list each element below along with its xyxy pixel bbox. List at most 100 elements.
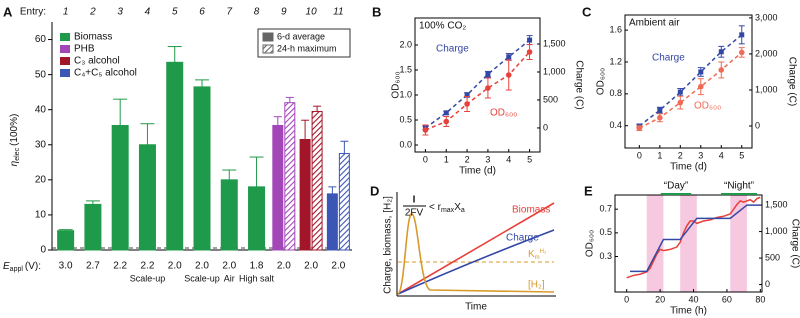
marker: [677, 89, 683, 95]
formula-relation: < rmaxXa: [429, 202, 465, 215]
y-tick-label: 0.5: [599, 227, 612, 237]
curve-label: Biomass: [512, 205, 550, 216]
y2-tick-label: 1,000: [755, 84, 778, 94]
y2-tick-label: 1,500: [765, 199, 788, 209]
entry-number: 5: [172, 7, 178, 18]
bar: [299, 139, 311, 251]
entry-number: 4: [145, 7, 151, 18]
voltage-label: 2.0: [277, 261, 291, 272]
shaded-range: [730, 195, 747, 292]
bar: [326, 193, 338, 251]
y-tick-label: 1.5: [399, 64, 412, 74]
x-axis-label: Eappl (V):: [3, 261, 41, 274]
x-tick-label: 40: [689, 294, 699, 304]
voltage-label: 3.0: [59, 261, 73, 272]
schematic: D Charge, biomass, [H₂] Time I 2FV < rma…: [370, 183, 556, 313]
marker: [718, 49, 724, 55]
marker: [657, 114, 663, 121]
y-tick-label: 0.5: [399, 114, 412, 124]
x-tick-label: 0: [423, 154, 428, 164]
y-tick-label: 0.8: [609, 88, 622, 98]
bar: [138, 144, 156, 251]
bar: [57, 230, 75, 251]
formula-subscript: a: [461, 207, 465, 214]
x-tick-label: 2: [678, 150, 683, 160]
voltage-label: 1.8: [250, 261, 264, 272]
y-axis-label: OD₆₀₀: [391, 71, 402, 98]
y2-tick-label: 1,500: [543, 38, 566, 48]
y-tick-label: 0.3: [599, 251, 612, 261]
voltage-label: 2.2: [141, 261, 155, 272]
panel-letter: E: [584, 183, 593, 198]
condition-label: Air: [224, 273, 235, 283]
label-superscript: H₂: [540, 249, 547, 255]
voltage-label: 2.0: [222, 261, 236, 272]
marker: [527, 37, 533, 43]
x-tick-label: 80: [755, 294, 765, 304]
y2-tick-label: 0: [755, 120, 760, 130]
bar: [111, 124, 129, 251]
charge-curve: [397, 229, 555, 295]
y2-axis-label: Charge (C): [786, 57, 797, 106]
entry-number: 2: [89, 7, 96, 18]
x-tick-label: 0: [637, 150, 642, 160]
legend-label: C₃ alcohol: [74, 56, 120, 67]
x-tick-label: 3: [485, 154, 490, 164]
h2-curve: [397, 213, 555, 295]
series-label: Charge: [436, 44, 469, 55]
x-axis-label: Time: [465, 302, 487, 313]
series-line: [425, 51, 531, 131]
legend-swatch: [60, 69, 70, 77]
y-axis-label: Charge, biomass, [H₂]: [383, 196, 394, 294]
voltage-label: 2.0: [331, 261, 345, 272]
marker: [698, 69, 704, 75]
condition-label: Scale-up: [184, 273, 220, 283]
x-tick-label: 0: [624, 294, 629, 304]
y-tick-label: 0.4: [609, 120, 622, 130]
voltage-label: 2.0: [195, 261, 209, 272]
y-tick-label: 1.0: [399, 89, 412, 99]
label-symbol: K: [528, 249, 535, 260]
legend-label: Biomass: [74, 32, 112, 43]
bar: [338, 153, 350, 251]
bar: [248, 186, 266, 251]
legend-swatch: [60, 45, 70, 53]
formula-denominator: 2FV: [405, 208, 424, 219]
voltage-label: 2.2: [113, 261, 127, 272]
series-label: OD₆₀₀: [694, 101, 721, 112]
panel-note: Ambient air: [629, 18, 680, 29]
marker: [697, 83, 704, 90]
series-line: [424, 39, 531, 129]
entry-number: 7: [226, 7, 232, 18]
label-unit: (100%): [9, 114, 20, 146]
marker: [636, 125, 643, 131]
x-axis-label: Time (d): [670, 162, 707, 173]
entry-number: 3: [117, 7, 123, 18]
y-tick-label: 0.0: [399, 139, 412, 149]
label-unit: (V):: [25, 261, 41, 272]
legend-label: C₄+C₅ alcohol: [74, 68, 137, 79]
marker: [443, 110, 449, 116]
legend-swatch: [262, 32, 274, 42]
y2-axis-label: Charge (C): [789, 219, 800, 268]
y-tick-label: 1.6: [609, 25, 622, 35]
y2-axis-label: Charge (C): [573, 60, 584, 109]
bar: [220, 179, 238, 251]
bar: [284, 102, 296, 251]
y-tick-label: 50: [35, 69, 47, 80]
annotation: “Night”: [724, 181, 754, 192]
legend-label: 6-d average: [277, 31, 325, 41]
panel-letter: A: [3, 4, 13, 19]
y2-tick-label: 0: [543, 122, 548, 132]
marker: [526, 49, 533, 55]
y2-tick-label: 0: [765, 279, 770, 289]
panel-letter: B: [372, 4, 381, 19]
curve-label: [H₂]: [528, 280, 545, 291]
label-subscript: elec: [14, 147, 21, 160]
series-label: OD₆₀₀: [490, 108, 517, 119]
x-tick-label: 1: [657, 150, 662, 160]
marker: [443, 118, 450, 125]
y-tick-label: 60: [35, 34, 47, 45]
panel-letter: D: [370, 183, 379, 198]
marker: [505, 72, 512, 78]
